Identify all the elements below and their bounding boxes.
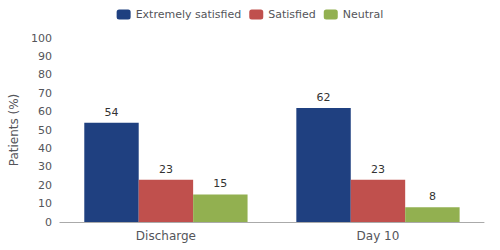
- svg-text:90: 90: [38, 50, 52, 63]
- svg-text:62: 62: [317, 91, 331, 104]
- svg-text:80: 80: [38, 68, 52, 81]
- svg-text:0: 0: [45, 216, 52, 229]
- svg-text:40: 40: [38, 142, 52, 155]
- svg-text:15: 15: [213, 177, 227, 190]
- svg-text:60: 60: [38, 105, 52, 118]
- svg-text:8: 8: [429, 190, 436, 203]
- svg-text:Day 10: Day 10: [357, 229, 400, 243]
- svg-text:100: 100: [31, 32, 52, 45]
- svg-text:23: 23: [159, 163, 173, 176]
- svg-text:10: 10: [38, 197, 52, 210]
- svg-text:20: 20: [38, 179, 52, 192]
- svg-text:30: 30: [38, 160, 52, 173]
- svg-text:54: 54: [104, 106, 118, 119]
- svg-text:70: 70: [38, 87, 52, 100]
- svg-text:Extremely satisfied: Extremely satisfied: [136, 8, 242, 21]
- svg-text:Neutral: Neutral: [343, 8, 384, 21]
- svg-text:Patients (%): Patients (%): [7, 94, 21, 167]
- svg-text:23: 23: [371, 163, 385, 176]
- svg-text:Satisfied: Satisfied: [268, 8, 316, 21]
- svg-text:Discharge: Discharge: [136, 229, 196, 243]
- svg-text:50: 50: [38, 124, 52, 137]
